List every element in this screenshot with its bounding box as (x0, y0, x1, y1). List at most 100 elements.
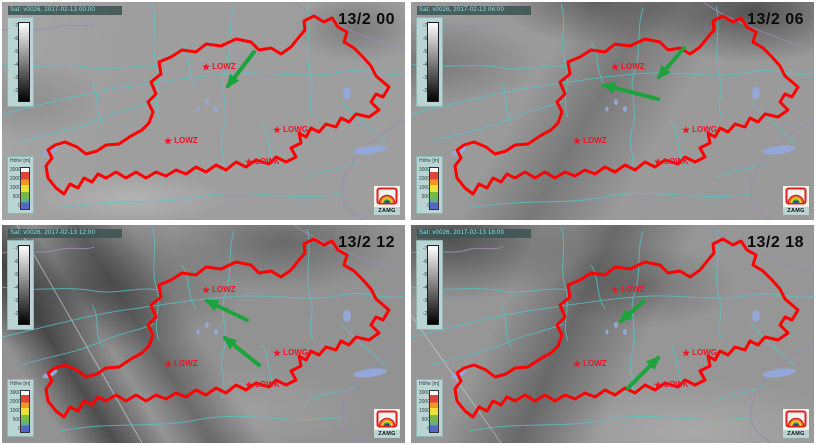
temperature-colorbar: -70 -60 -50 -40 -30 -20 (416, 240, 443, 330)
satellite-panel-18: Sat: v0026, 2017-02-13 18:00 -70 -60 -50… (411, 225, 814, 443)
height-tick: 1000 (9, 185, 21, 191)
zamg-logo: ZAMG (783, 409, 809, 438)
image-title-bar: Sat: v0026, 2017-02-13 12:00 (8, 229, 122, 238)
station-code: LOWZ (583, 359, 607, 368)
green-arrows (226, 50, 256, 89)
station-code: LOWG (283, 125, 308, 134)
station-code: LOWK (255, 157, 280, 166)
star-icon: ★ (682, 348, 691, 358)
height-tick: 0 (8, 202, 21, 211)
height-tick: 500 (421, 417, 430, 423)
height-tick: 3000 (9, 390, 21, 396)
colorbar-gradient (427, 245, 439, 325)
height-legend-title: Höhe [m] (419, 381, 440, 387)
image-title-bar: Sat: v0026, 2017-02-13 18:00 (417, 229, 531, 238)
height-legend: Höhe [m] 3000 2000 1000 500 0 (7, 379, 34, 437)
station-lowk: ★ LOWK (654, 157, 689, 168)
height-tick: 1000 (418, 408, 430, 414)
height-legend-ticks: 3000 2000 1000 500 0 (417, 389, 430, 434)
timestamp-label: 13/2 18 (747, 234, 804, 251)
station-code: LOWK (255, 380, 280, 389)
green-arrows (204, 299, 261, 367)
station-lowz-north: ★ LOWZ (611, 62, 645, 73)
height-gradient (20, 390, 30, 433)
timestamp-label: 13/2 00 (338, 11, 395, 28)
station-code: LOWZ (621, 285, 645, 294)
station-lowz-west: ★ LOWZ (164, 136, 198, 147)
green-arrow (204, 299, 249, 322)
star-icon: ★ (682, 125, 691, 135)
height-gradient (429, 167, 439, 210)
colorbar-tick: -70 (8, 243, 21, 256)
station-code: LOWZ (174, 136, 198, 145)
colorbar-gradient (18, 22, 30, 102)
station-code: LOWZ (212, 62, 236, 71)
zamg-label: ZAMG (374, 207, 400, 215)
zamg-label: ZAMG (374, 430, 400, 438)
colorbar-tick: -50 (8, 269, 21, 282)
zamg-logo: ZAMG (783, 186, 809, 215)
star-icon: ★ (202, 285, 211, 295)
station-lowg: ★ LOWG (273, 348, 308, 359)
zamg-rainbow-icon (783, 409, 809, 430)
map-overlay (411, 2, 814, 220)
colorbar-tick: -30 (417, 295, 430, 308)
height-legend-ticks: 3000 2000 1000 500 0 (8, 389, 21, 434)
star-icon: ★ (654, 380, 663, 390)
colorbar-tick: -60 (8, 256, 21, 269)
station-lowk: ★ LOWK (654, 380, 689, 391)
star-icon: ★ (245, 380, 254, 390)
star-icon: ★ (164, 359, 173, 369)
height-tick: 0 (417, 425, 430, 434)
station-code: LOWG (692, 125, 717, 134)
station-lowg: ★ LOWG (682, 125, 717, 136)
satellite-panel-12: Sat: v0026, 2017-02-13 12:00 -70 -60 -50… (2, 225, 405, 443)
colorbar-tick: -20 (8, 308, 21, 321)
image-title-bar: Sat: v0026, 2017-02-13 06:00 (417, 6, 531, 15)
colorbar-tick: -60 (417, 33, 430, 46)
zamg-logo: ZAMG (374, 409, 400, 438)
height-legend-title: Höhe [m] (419, 158, 440, 164)
height-legend-title: Höhe [m] (10, 381, 31, 387)
zamg-rainbow-icon (783, 186, 809, 207)
height-gradient (20, 167, 30, 210)
height-legend-ticks: 3000 2000 1000 500 0 (417, 166, 430, 211)
graticule-line (16, 225, 143, 443)
height-tick: 500 (12, 417, 21, 423)
height-tick: 3000 (418, 390, 430, 396)
colorbar-tick: -40 (8, 282, 21, 295)
green-arrow (601, 81, 660, 101)
height-legend: Höhe [m] 3000 2000 1000 500 0 (416, 156, 443, 214)
zamg-rainbow-icon (374, 186, 400, 207)
colorbar-tick: -40 (417, 59, 430, 72)
station-code: LOWK (664, 157, 689, 166)
station-lowk: ★ LOWK (245, 157, 280, 168)
colorbar-tick: -20 (417, 85, 430, 98)
temperature-colorbar: -70 -60 -50 -40 -30 -20 (416, 17, 443, 107)
colorbar-tick: -20 (8, 85, 21, 98)
star-icon: ★ (202, 62, 211, 72)
colorbar-ticks: -70 -60 -50 -40 -30 -20 (417, 243, 430, 321)
station-code: LOWZ (174, 359, 198, 368)
station-lowz-north: ★ LOWZ (202, 62, 236, 73)
green-arrow (222, 336, 261, 367)
green-arrow (618, 299, 646, 323)
zamg-label: ZAMG (783, 430, 809, 438)
colorbar-tick: -20 (417, 308, 430, 321)
colorbar-tick: -70 (8, 20, 21, 33)
star-icon: ★ (573, 136, 582, 146)
station-code: LOWG (692, 348, 717, 357)
image-title-bar: Sat: v0026, 2017-02-13 00:00 (8, 6, 122, 15)
colorbar-gradient (427, 22, 439, 102)
star-icon: ★ (611, 62, 620, 72)
star-icon: ★ (573, 359, 582, 369)
height-tick: 1000 (418, 185, 430, 191)
colorbar-tick: -30 (417, 72, 430, 85)
height-tick: 0 (8, 425, 21, 434)
colorbar-tick: -50 (8, 46, 21, 59)
star-icon: ★ (611, 285, 620, 295)
height-tick: 2000 (9, 176, 21, 182)
timestamp-label: 13/2 12 (338, 234, 395, 251)
station-lowz-north: ★ LOWZ (202, 285, 236, 296)
station-code: LOWG (283, 348, 308, 357)
